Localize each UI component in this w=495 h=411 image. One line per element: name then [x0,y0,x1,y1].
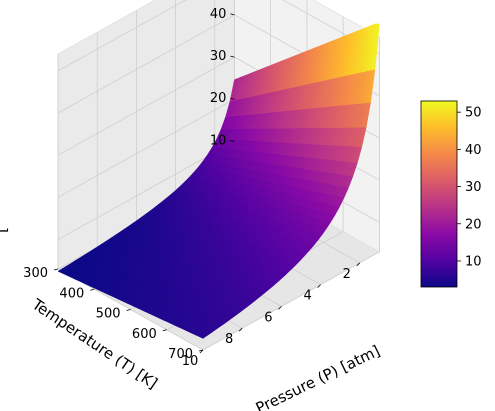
y-tick-label: 600 [132,327,157,342]
axis-ticks: 2468103004005006007001020304050 [23,7,361,369]
colorbar: 10 20 30 40 50 [420,100,482,288]
colorbar-tick-label: 40 [465,143,482,158]
x-tick-mark [238,327,243,332]
y-tick-mark [53,268,59,271]
surface-cell [229,77,239,102]
colorbar-tick-label: 10 [465,254,482,269]
z-tick-label: 30 [210,49,227,64]
colorbar-gradient [420,100,458,288]
colorbar-tick-label: 30 [465,180,482,195]
x-tick-mark [278,306,282,310]
x-tick-label: 6 [264,310,272,325]
x-tick-label: 2 [343,267,351,282]
surface-plot [57,23,380,339]
z-tick-label: 20 [210,91,227,106]
y-tick-label: 400 [59,286,84,301]
z-tick-mark [230,140,235,142]
x-axis-label: Pressure (P) [atm] [253,342,383,411]
x-tick-mark [356,262,361,267]
z-tick-label: 10 [210,133,227,148]
z-tick-mark [230,55,235,58]
z-tick-mark [230,13,235,16]
x-tick-label: 8 [225,332,233,347]
z-tick-mark [230,97,235,100]
y-tick-label: 700 [168,347,193,362]
y-tick-mark [162,329,167,332]
z-gridline [57,0,380,72]
x-tick-label: 4 [303,289,311,304]
x-tick-mark [317,284,321,288]
x-tick-label: 10 [182,354,199,369]
y-tick-mark [126,309,131,311]
colorbar-ticks: 10 20 30 40 50 [457,106,482,269]
colorbar-tick-label: 50 [465,106,482,121]
colorbar-tick-label: 20 [465,217,482,232]
y-tick-label: 300 [23,266,48,281]
z-tick-label: 40 [210,7,227,22]
y-tick-mark [198,349,204,352]
y-tick-label: 500 [96,307,121,322]
z-axis-label: [ [0,227,10,233]
y-gridline [202,36,380,351]
y-tick-mark [90,288,95,291]
